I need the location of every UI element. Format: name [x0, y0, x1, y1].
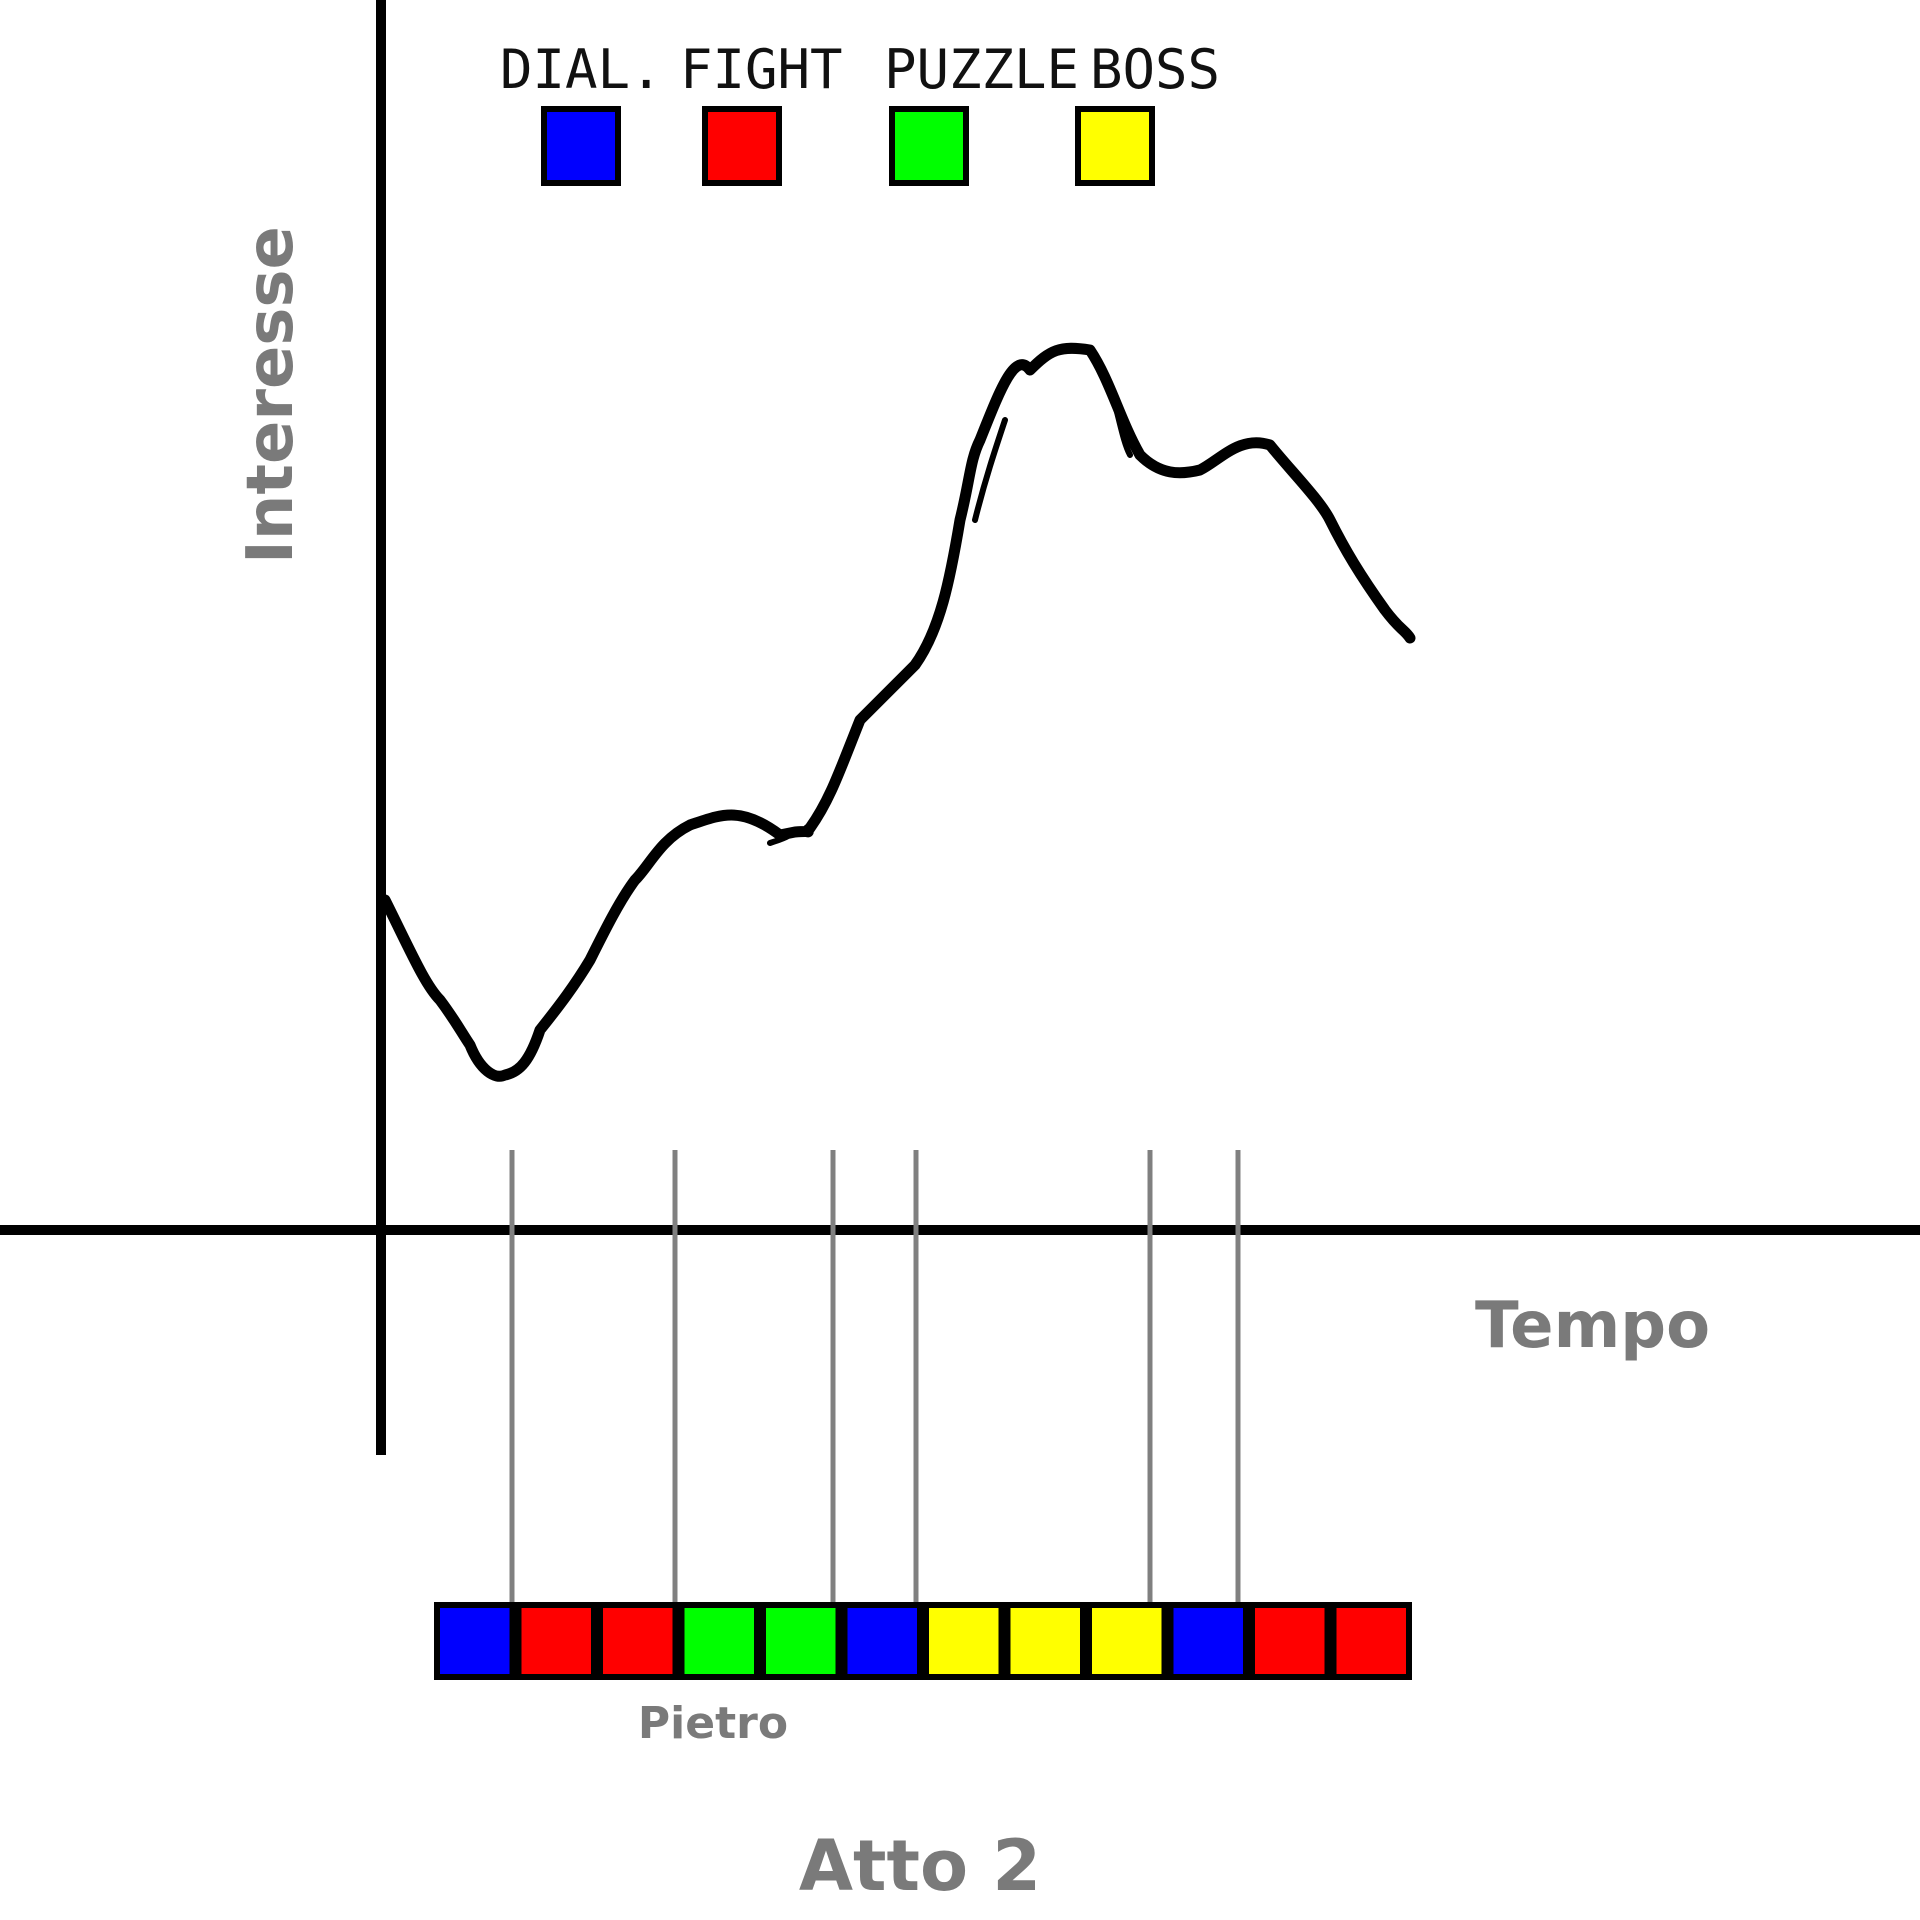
- legend-fight-swatch: [702, 106, 782, 186]
- sequence-strip: [434, 1602, 1412, 1680]
- sequence-cell-fight: [1255, 1608, 1325, 1674]
- strip-caption: Pietro: [638, 1698, 788, 1749]
- legend-fight-label: FIGHT: [680, 38, 843, 101]
- interest-curve: [379, 342, 1416, 1082]
- act-title: Atto 2: [799, 1825, 1041, 1907]
- legend-puzzle-label: PUZZLE: [884, 38, 1079, 101]
- x-axis-label: Tempo: [1475, 1289, 1710, 1363]
- legend-boss-swatch: [1075, 106, 1155, 186]
- sequence-cell-boss: [929, 1608, 999, 1674]
- legend-dial-label: DIAL.: [500, 38, 663, 101]
- legend-puzzle-swatch: [889, 106, 969, 186]
- legend: DIAL. FIGHT PUZZLE BOSS: [500, 38, 1220, 186]
- sequence-cell-boss: [1010, 1608, 1080, 1674]
- sequence-cell-dial: [440, 1608, 510, 1674]
- sequence-strip-frame: [434, 1602, 1412, 1680]
- sequence-cell-puzzle: [766, 1608, 836, 1674]
- interest-curve-texture: [767, 377, 1133, 846]
- legend-boss-label: BOSS: [1090, 38, 1220, 101]
- guide-lines: [509, 1150, 1241, 1602]
- y-axis-label: Interesse: [234, 226, 308, 564]
- sequence-cell-fight: [1336, 1608, 1406, 1674]
- sequence-cell-fight: [521, 1608, 591, 1674]
- sequence-cell-dial: [1173, 1608, 1243, 1674]
- sequence-cell-puzzle: [684, 1608, 754, 1674]
- sequence-cell-fight: [603, 1608, 673, 1674]
- sequence-cell-dial: [847, 1608, 917, 1674]
- sequence-cell-boss: [1092, 1608, 1162, 1674]
- legend-dial-swatch: [541, 106, 621, 186]
